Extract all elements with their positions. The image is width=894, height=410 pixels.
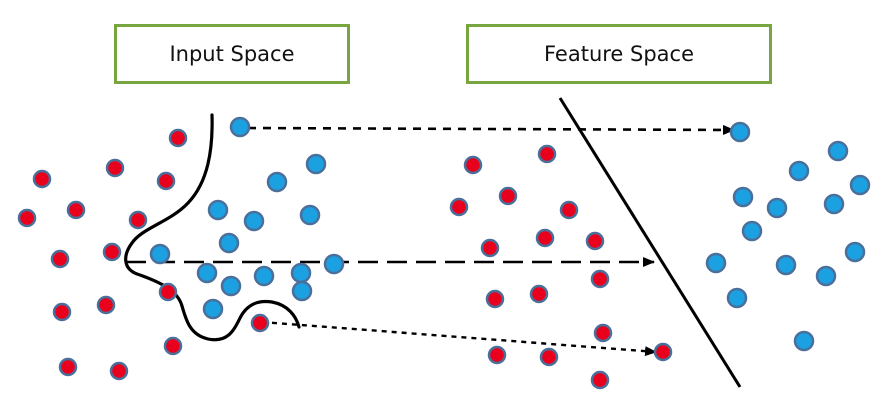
red-class-point	[463, 155, 483, 175]
mapping-arrow-top	[247, 124, 735, 135]
red-class-point	[487, 345, 507, 365]
red-class-point	[102, 242, 122, 262]
blue-class-point	[741, 220, 763, 242]
red-class-point	[529, 284, 549, 304]
blue-class-point	[266, 171, 288, 193]
blue-class-point	[229, 116, 251, 138]
red-class-point	[96, 295, 116, 315]
feature-space-label: Feature Space	[543, 42, 695, 66]
red-class-point	[32, 169, 52, 189]
blue-class-point	[196, 262, 218, 284]
blue-class-point	[732, 186, 754, 208]
blue-class-point	[849, 174, 871, 196]
red-class-point	[128, 210, 148, 230]
blue-class-point	[305, 153, 327, 175]
blue-class-point	[291, 280, 313, 302]
blue-class-point	[827, 140, 849, 162]
blue-class-point	[243, 210, 265, 232]
red-class-point	[105, 158, 125, 178]
red-class-point	[585, 231, 605, 251]
red-class-point	[535, 228, 555, 248]
linear-separator	[558, 97, 742, 388]
blue-class-point	[766, 197, 788, 219]
red-class-point	[158, 282, 178, 302]
red-class-point	[168, 128, 188, 148]
red-class-point	[17, 208, 37, 228]
blue-class-point	[815, 265, 837, 287]
input-space-label: Input Space	[169, 42, 295, 66]
input-space-label-box: Input Space	[114, 24, 350, 84]
blue-class-point	[202, 298, 224, 320]
blue-class-point	[290, 262, 312, 284]
red-class-point	[50, 249, 70, 269]
blue-class-point	[729, 121, 751, 143]
blue-class-point	[218, 232, 240, 254]
red-class-point	[590, 370, 610, 390]
blue-class-point	[299, 204, 321, 226]
blue-class-point	[220, 275, 242, 297]
blue-class-point	[207, 199, 229, 221]
blue-class-point	[844, 241, 866, 263]
red-class-point	[537, 144, 557, 164]
nonlinear-decision-boundary	[124, 113, 301, 342]
red-class-point	[66, 200, 86, 220]
data-points	[17, 116, 871, 390]
blue-class-point	[149, 243, 171, 265]
blue-class-point	[323, 253, 345, 275]
blue-class-point	[705, 252, 727, 274]
red-class-point	[590, 269, 610, 289]
red-class-point	[559, 200, 579, 220]
red-class-point	[250, 313, 270, 333]
feature-space-label-box: Feature Space	[466, 24, 772, 84]
red-class-point	[58, 357, 78, 377]
blue-class-point	[793, 330, 815, 352]
red-class-point	[593, 323, 613, 343]
blue-class-point	[788, 160, 810, 182]
blue-class-point	[823, 193, 845, 215]
red-class-point	[485, 289, 505, 309]
red-class-point	[653, 342, 673, 362]
red-class-point	[449, 197, 469, 217]
red-class-point	[52, 302, 72, 322]
red-class-point	[109, 361, 129, 381]
red-class-point	[163, 336, 183, 356]
red-class-point	[156, 171, 176, 191]
red-class-point	[480, 238, 500, 258]
blue-class-point	[253, 265, 275, 287]
blue-class-point	[726, 287, 748, 309]
red-class-point	[539, 347, 559, 367]
red-class-point	[498, 186, 518, 206]
blue-class-point	[775, 254, 797, 276]
